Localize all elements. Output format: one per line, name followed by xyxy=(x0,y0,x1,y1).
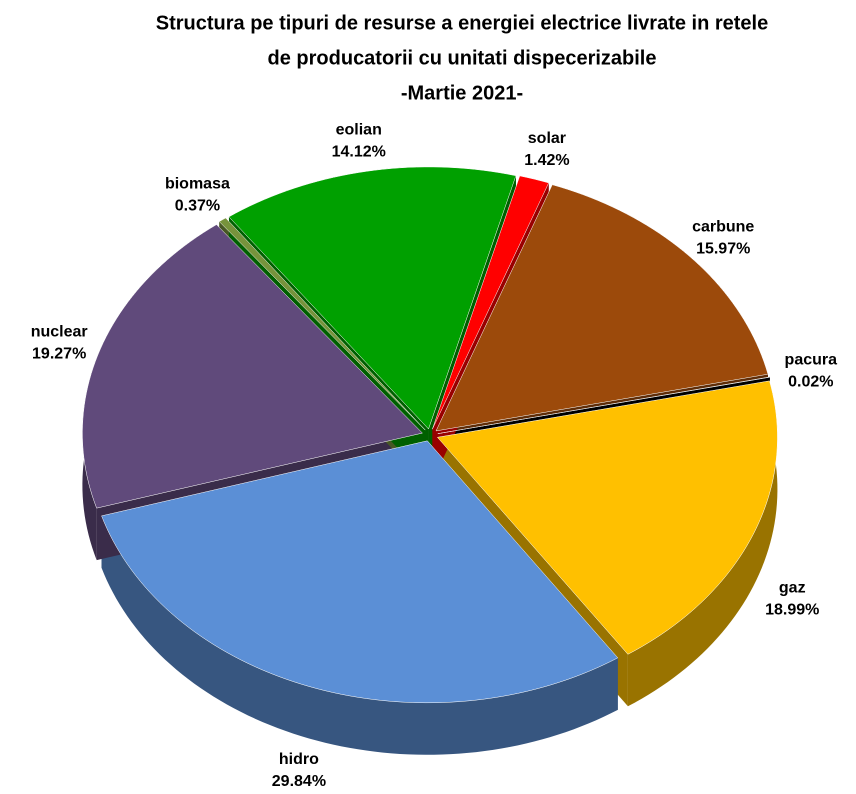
slice xyxy=(435,184,769,432)
slice-value: 19.27% xyxy=(32,345,86,362)
slice-value: 1.42% xyxy=(524,152,569,169)
slice-label: carbune xyxy=(692,218,754,235)
slice-value: 15.97% xyxy=(696,240,750,257)
slice xyxy=(437,376,771,434)
slice-side xyxy=(101,515,618,755)
slice-label: eolian xyxy=(336,121,382,138)
pie-tops xyxy=(82,166,778,704)
slice xyxy=(228,166,517,430)
slice xyxy=(436,380,778,655)
slice xyxy=(218,217,426,431)
slice-side xyxy=(627,380,778,707)
slice-value: 18.99% xyxy=(765,601,819,618)
slice-label: hidro xyxy=(279,751,319,768)
chart-title: de producatorii cu unitati dispecerizabi… xyxy=(268,47,657,69)
slice-label: nuclear xyxy=(31,323,88,340)
slice-label: gaz xyxy=(779,579,806,596)
slice-label: pacura xyxy=(785,351,838,368)
chart-title: -Martie 2021- xyxy=(401,82,523,104)
slice-label: biomasa xyxy=(165,175,230,192)
slice-value: 0.02% xyxy=(788,373,833,390)
chart-title: Structura pe tipuri de resurse a energie… xyxy=(156,12,768,34)
slice-value: 29.84% xyxy=(272,773,326,790)
slice-label: solar xyxy=(528,130,566,147)
slice xyxy=(101,440,619,704)
slice-value: 0.37% xyxy=(175,197,220,214)
slice-value: 14.12% xyxy=(332,143,386,160)
slice xyxy=(82,224,423,509)
slice xyxy=(432,175,550,430)
